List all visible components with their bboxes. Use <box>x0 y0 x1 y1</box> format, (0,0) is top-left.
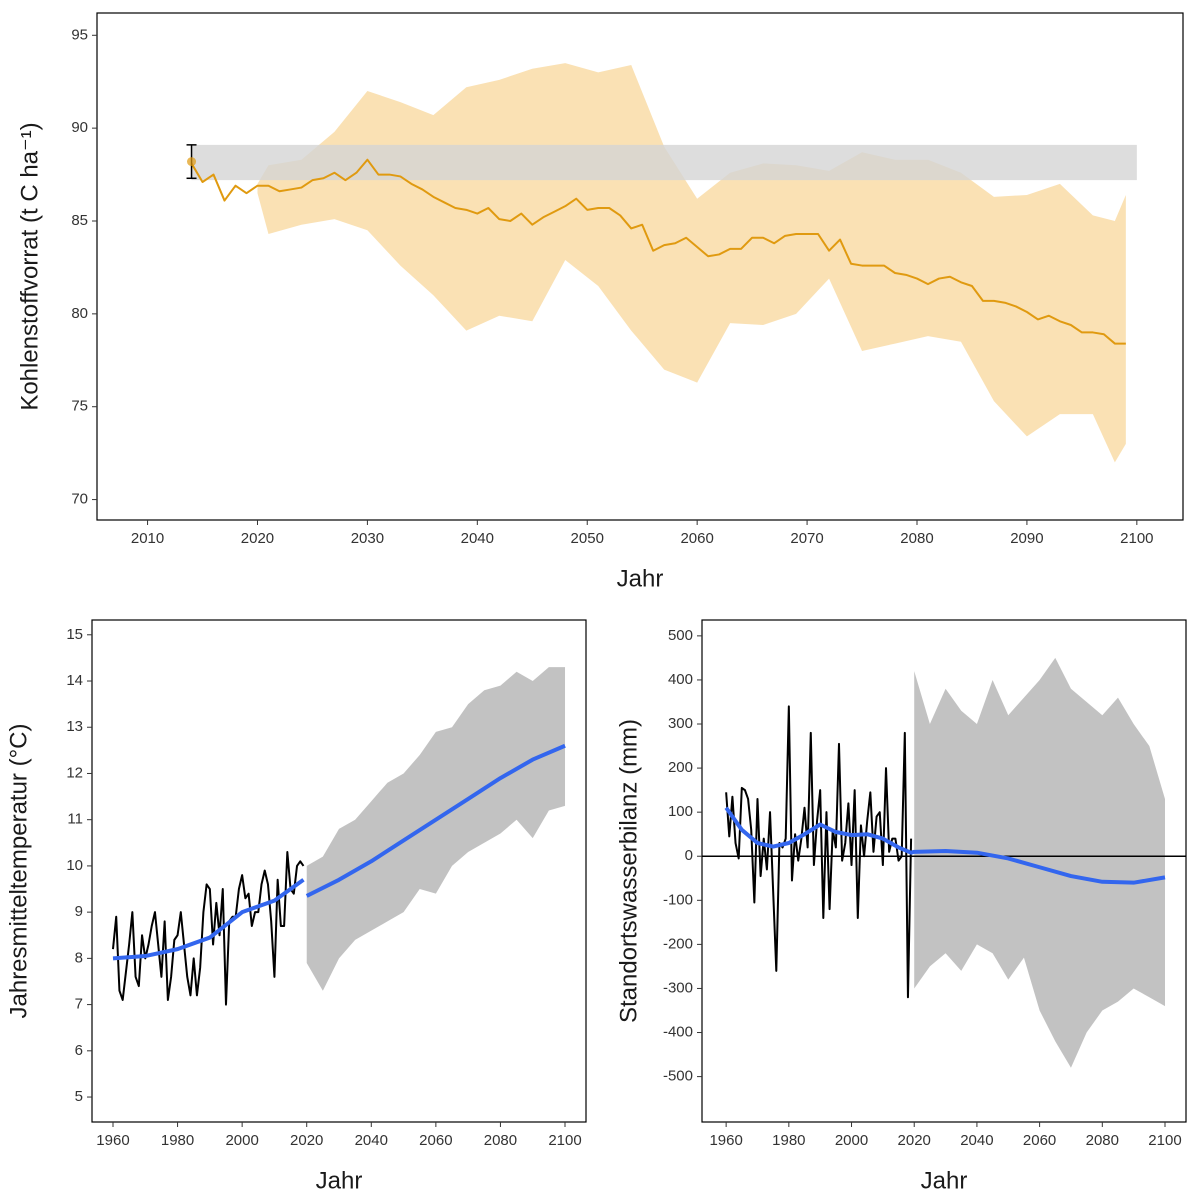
y-tick-label: 15 <box>66 626 83 643</box>
y-tick-label: 95 <box>71 26 88 43</box>
x-tick-label: 1960 <box>709 1132 742 1149</box>
x-tick-label: 2060 <box>680 530 713 547</box>
x-tick-label: 2080 <box>900 530 933 547</box>
x-tick-label: 2040 <box>355 1132 388 1149</box>
y-axis-title: Kohlenstoffvorrat (t C ha⁻¹) <box>16 122 43 410</box>
x-axis-title: Jahr <box>921 1167 968 1194</box>
y-tick-label: 9 <box>75 903 83 920</box>
x-tick-label: 2060 <box>1023 1132 1056 1149</box>
y-axis-title: Standortswasserbilanz (mm) <box>615 719 642 1023</box>
x-tick-label: 2100 <box>548 1132 581 1149</box>
plot-frame <box>91 619 587 1123</box>
data-line <box>725 705 913 999</box>
y-tick-label: 100 <box>668 803 693 820</box>
x-tick-label: 2100 <box>1120 530 1153 547</box>
x-tick-label: 2060 <box>419 1132 452 1149</box>
data-line <box>111 851 305 1006</box>
y-tick-label: 90 <box>71 119 88 136</box>
ribbon <box>257 63 1126 463</box>
x-axis-title: Jahr <box>617 565 664 592</box>
x-tick-label: 2100 <box>1148 1132 1181 1149</box>
y-axis-title: Jahresmitteltemperatur (°C) <box>5 723 32 1018</box>
x-tick-label: 2050 <box>571 530 604 547</box>
y-tick-label: 12 <box>66 764 83 781</box>
x-tick-label: 2020 <box>290 1132 323 1149</box>
y-tick-label: -400 <box>663 1023 693 1040</box>
smooth-line <box>112 878 305 961</box>
ribbon <box>191 144 1137 181</box>
plot-frame <box>701 619 1187 1123</box>
y-tick-label: 400 <box>668 671 693 688</box>
y-tick-label: -100 <box>663 891 693 908</box>
y-tick-label: 80 <box>71 305 88 322</box>
y-tick-label: 300 <box>668 715 693 732</box>
x-tick-label: 2090 <box>1010 530 1043 547</box>
y-tick-label: 500 <box>668 627 693 644</box>
y-tick-label: 5 <box>75 1088 83 1105</box>
data-line <box>190 158 1126 345</box>
y-tick-label: 13 <box>66 718 83 735</box>
y-tick-label: 75 <box>71 398 88 415</box>
point <box>187 157 197 167</box>
y-tick-label: -500 <box>663 1068 693 1085</box>
y-tick-label: 7 <box>75 996 83 1013</box>
x-tick-label: 2080 <box>484 1132 517 1149</box>
ribbon <box>914 657 1165 1068</box>
x-tick-label: 1980 <box>772 1132 805 1149</box>
x-axis-title: Jahr <box>316 1167 363 1194</box>
x-tick-label: 2020 <box>898 1132 931 1149</box>
smooth-line <box>305 743 566 898</box>
smooth-line <box>724 806 1166 885</box>
x-tick-label: 2040 <box>960 1132 993 1149</box>
y-tick-label: 6 <box>75 1042 83 1059</box>
y-tick-label: -200 <box>663 935 693 952</box>
x-tick-label: 2040 <box>461 530 494 547</box>
x-tick-label: 2000 <box>835 1132 868 1149</box>
x-tick-label: 2070 <box>790 530 823 547</box>
x-tick-label: 2000 <box>225 1132 258 1149</box>
x-tick-label: 1960 <box>96 1132 129 1149</box>
plot-frame <box>96 12 1184 521</box>
y-tick-label: 10 <box>66 857 83 874</box>
x-tick-label: 1980 <box>161 1132 194 1149</box>
y-tick-label: -300 <box>663 979 693 996</box>
y-tick-label: 8 <box>75 949 83 966</box>
ribbon <box>306 667 566 991</box>
y-tick-label: 14 <box>66 672 83 689</box>
y-tick-label: 11 <box>67 811 83 828</box>
x-tick-label: 2030 <box>351 530 384 547</box>
y-tick-label: 200 <box>668 759 693 776</box>
y-tick-label: 0 <box>685 847 693 864</box>
y-tick-label: 85 <box>71 212 88 229</box>
x-tick-label: 2020 <box>241 530 274 547</box>
x-tick-label: 2010 <box>131 530 164 547</box>
x-tick-label: 2080 <box>1086 1132 1119 1149</box>
y-tick-label: 70 <box>71 491 88 508</box>
